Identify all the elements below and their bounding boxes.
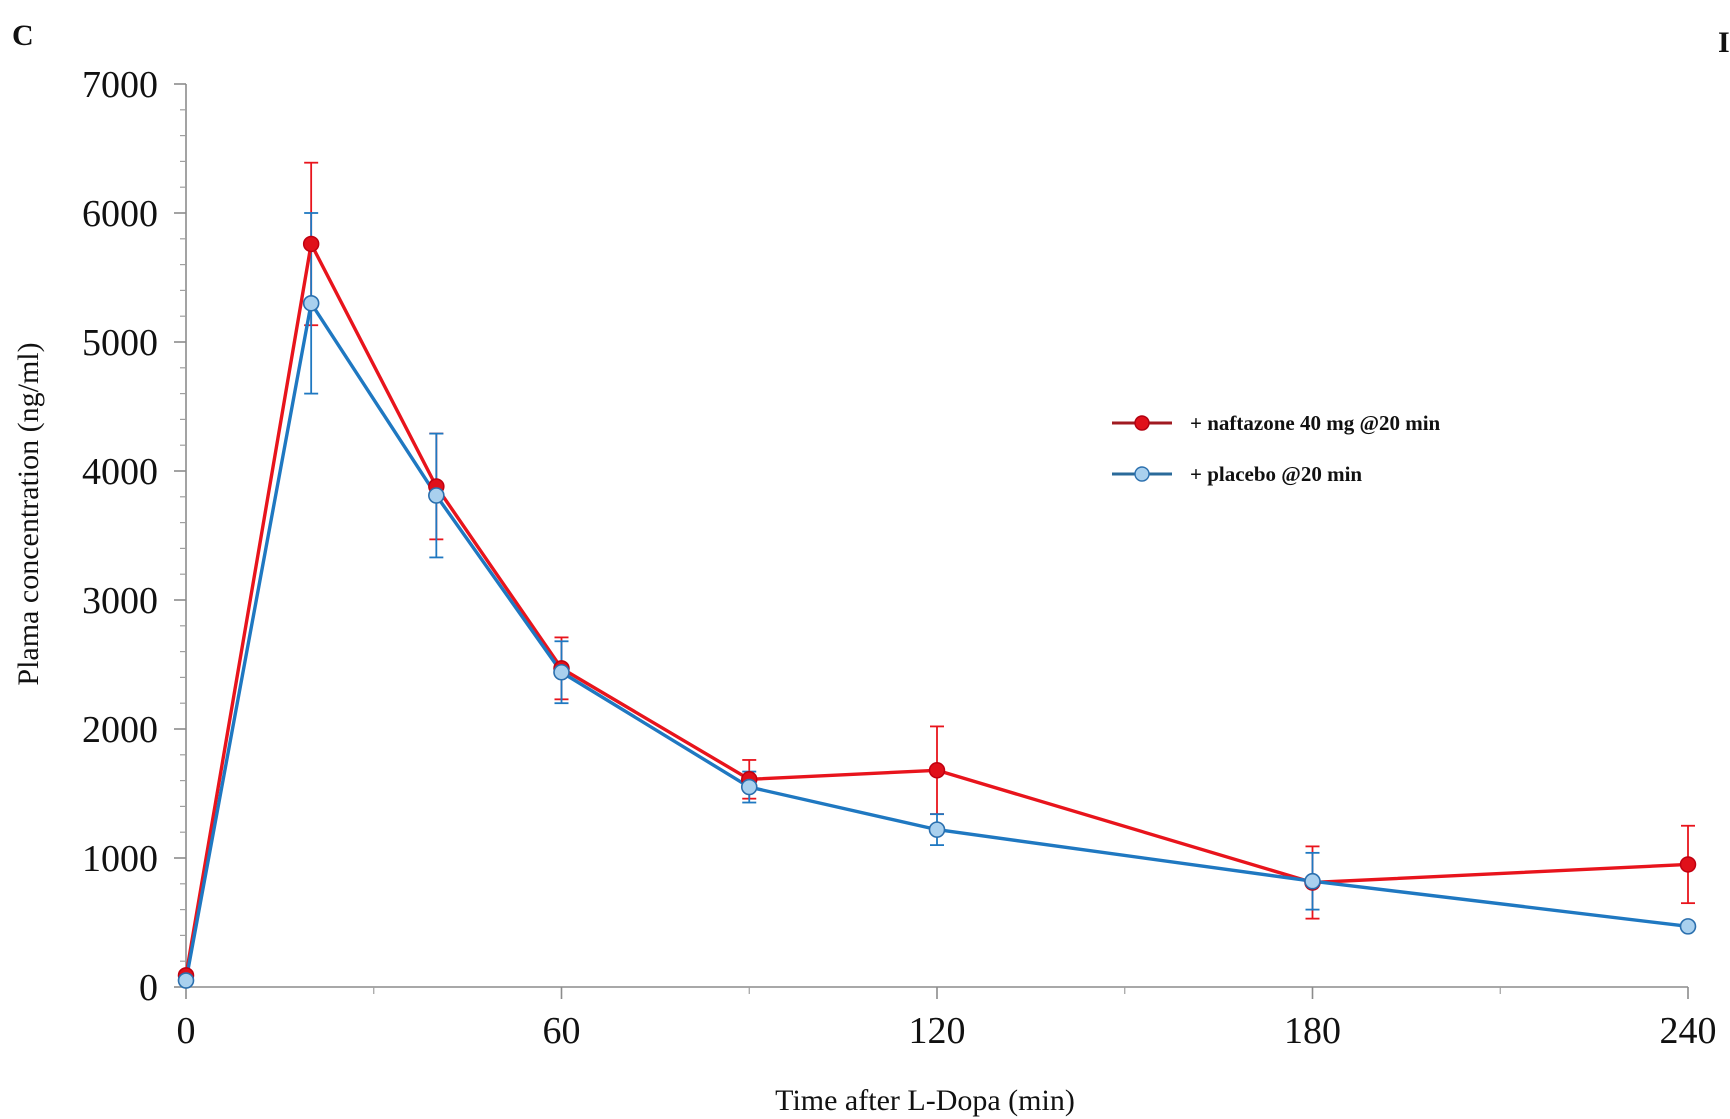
- error-bars-1: [304, 212, 1320, 911]
- y-tick-label: 7000: [82, 64, 158, 106]
- data-point: [1679, 856, 1697, 873]
- legend: + naftazone 40 mg @20 min + placebo @20 m…: [1112, 411, 1441, 486]
- data-point: [302, 235, 320, 253]
- x-axis-title: Time after L-Dopa (min): [775, 1084, 1075, 1117]
- y-axis-title: Plama concentration (ng/ml): [12, 342, 45, 685]
- y-tick-label: 0: [139, 967, 158, 1009]
- legend-label: + placebo @20 min: [1190, 462, 1362, 486]
- y-tick-label: 2000: [82, 709, 158, 751]
- data-point: [928, 762, 946, 779]
- y-tick-label: 6000: [82, 193, 158, 235]
- series-line-1: [184, 301, 1689, 981]
- x-tick-label: 0: [177, 1010, 196, 1052]
- data-point: [553, 663, 570, 681]
- series-layer: [177, 161, 1697, 989]
- legend-label: + naftazone 40 mg @20 min: [1190, 411, 1441, 435]
- axes: 0 1000 2000 3000 4000 5000 6000 7000 0 60 120 180 24…: [82, 64, 1717, 1052]
- data-point: [302, 294, 320, 312]
- panel-letter: C: [12, 19, 34, 52]
- series-points-1: [177, 294, 1697, 989]
- x-tick-label: 120: [909, 1010, 966, 1052]
- legend-entry-0: + naftazone 40 mg @20 min: [1112, 411, 1441, 435]
- y-tick-label: 4000: [82, 451, 158, 493]
- data-point: [428, 487, 445, 504]
- edge-panel-letter: I: [1718, 26, 1730, 59]
- data-point: [1304, 872, 1321, 890]
- data-point: [928, 821, 946, 838]
- data-point: [740, 778, 758, 796]
- series-line-0: [184, 242, 1689, 976]
- y-tick-label: 1000: [82, 838, 158, 880]
- y-tick-label: 5000: [82, 322, 158, 364]
- data-point: [1679, 918, 1697, 935]
- data-point: [177, 972, 195, 989]
- legend-marker: [1134, 415, 1150, 431]
- x-tick-label: 180: [1284, 1010, 1341, 1052]
- legend-entry-1: + placebo @20 min: [1112, 462, 1362, 486]
- x-tick-label: 240: [1660, 1010, 1717, 1052]
- error-bars-0: [304, 161, 1695, 920]
- legend-marker: [1134, 466, 1150, 482]
- y-tick-label: 3000: [82, 580, 158, 622]
- x-tick-label: 60: [543, 1010, 581, 1052]
- series-points-0: [177, 235, 1697, 984]
